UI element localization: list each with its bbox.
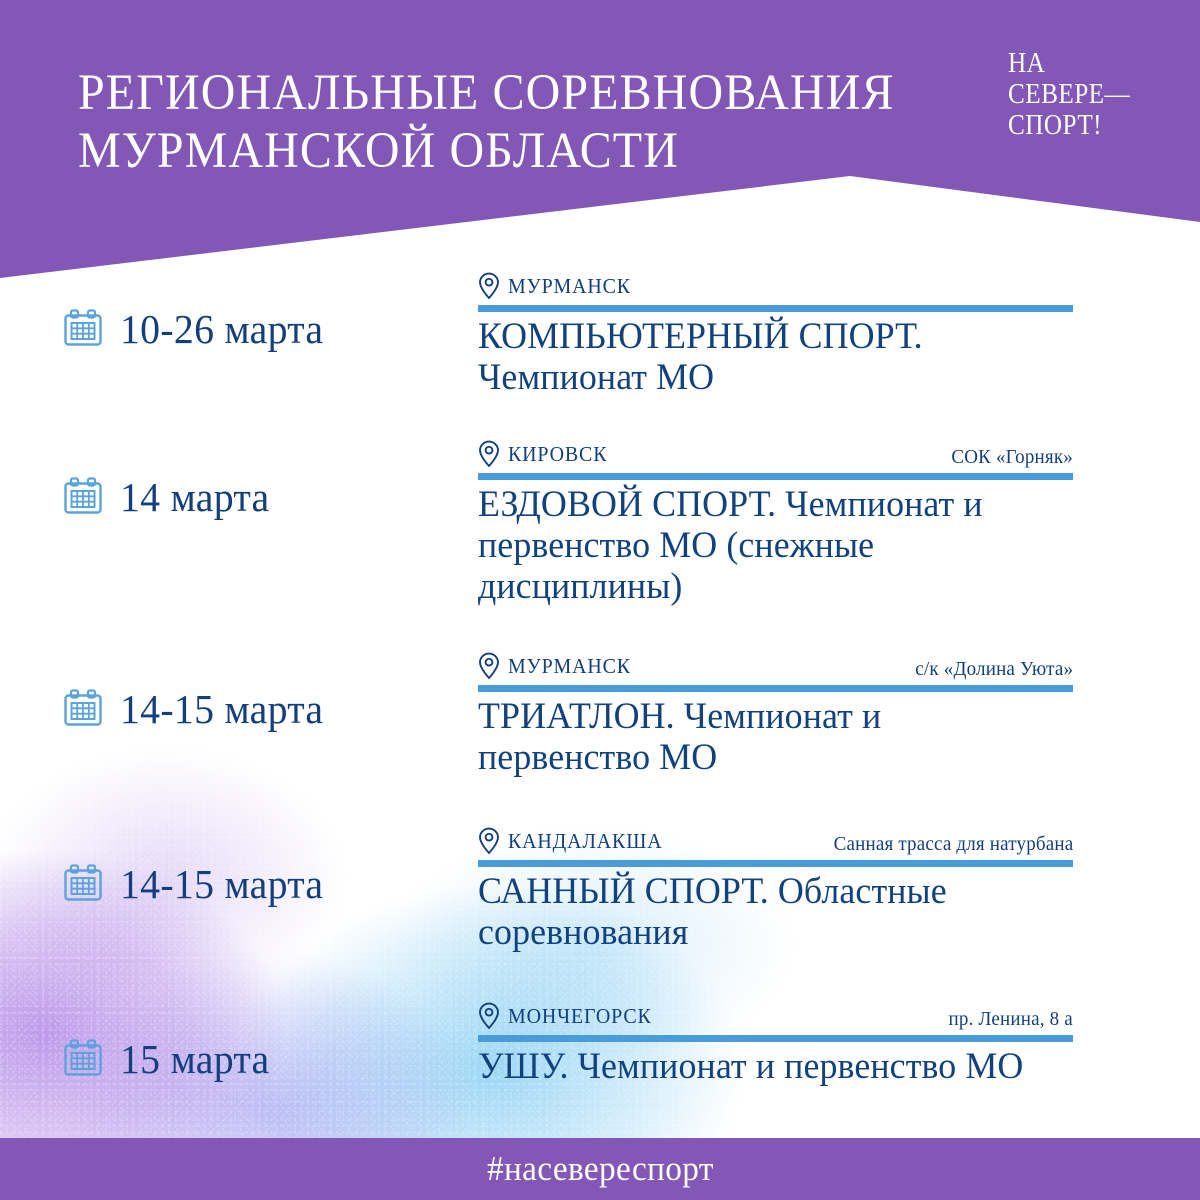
event-detail: Чемпионат и первенство МО (снежные дисци… bbox=[478, 484, 983, 607]
event-sport-name: САННЫЙ СПОРТ. bbox=[478, 871, 769, 912]
event-row[interactable]: 14-15 марта КАНДАЛАКША Санная трасса для… bbox=[0, 827, 1200, 1002]
event-city: КАНДАЛАКША bbox=[508, 829, 663, 853]
event-divider-rule bbox=[478, 1035, 1073, 1042]
calendar-icon bbox=[62, 863, 104, 905]
event-info-cell: МОНЧЕГОРСК пр. Ленина, 8 а УШУ. Чемпиона… bbox=[478, 1002, 1200, 1087]
event-divider-rule bbox=[478, 305, 1073, 312]
location-pin-icon bbox=[478, 272, 500, 300]
event-date-cell: 14 марта bbox=[0, 440, 478, 532]
event-city: КИРОВСК bbox=[508, 442, 608, 466]
footer-hashtag[interactable]: #насевереспорт bbox=[486, 1149, 714, 1188]
event-date: 14-15 марта bbox=[120, 861, 324, 907]
event-row[interactable]: 15 марта МОНЧЕГОРСК пр. Ленина, 8 а bbox=[0, 1002, 1200, 1122]
event-meta-row: МОНЧЕГОРСК пр. Ленина, 8 а bbox=[478, 1002, 1073, 1030]
location-pin-icon bbox=[478, 652, 500, 680]
event-meta-row: КАНДАЛАКША Санная трасса для натурбана bbox=[478, 827, 1073, 855]
event-row[interactable]: 14-15 марта МУРМАНСК с/к «Долина Уюта» bbox=[0, 652, 1200, 827]
event-city: МУРМАНСК bbox=[508, 274, 631, 298]
event-info-cell: МУРМАНСК с/к «Долина Уюта» ТРИАТЛОН. Чем… bbox=[478, 652, 1200, 778]
event-city: МОНЧЕГОРСК bbox=[508, 1004, 652, 1028]
event-city-wrap: КИРОВСК bbox=[478, 440, 613, 468]
event-sport-name: ЕЗДОВОЙ СПОРТ. bbox=[478, 484, 777, 525]
event-row[interactable]: 10-26 марта МУРМАНСК bbox=[0, 272, 1200, 440]
footer-bar: #насевереспорт bbox=[0, 1138, 1200, 1200]
event-date-cell: 14-15 марта bbox=[0, 652, 478, 744]
event-date: 14-15 марта bbox=[120, 686, 324, 732]
event-date-cell: 15 марта bbox=[0, 1002, 478, 1094]
event-row[interactable]: 14 марта КИРОВСК СОК «Горняк» bbox=[0, 440, 1200, 652]
event-sport-name: КОМПЬЮТЕРНЫЙ СПОРТ. bbox=[478, 316, 923, 357]
event-date-cell: 14-15 марта bbox=[0, 827, 478, 919]
event-title: УШУ. Чемпионат и первенство МО bbox=[478, 1046, 1055, 1087]
events-list: 10-26 марта МУРМАНСК bbox=[0, 272, 1200, 1122]
logo-line-1: НА bbox=[1008, 48, 1046, 79]
event-date: 10-26 марта bbox=[120, 306, 324, 352]
event-detail: Чемпионат МО bbox=[478, 357, 715, 398]
location-pin-icon bbox=[478, 1002, 500, 1030]
event-title: ЕЗДОВОЙ СПОРТ. Чемпионат и первенство МО… bbox=[478, 484, 1055, 607]
event-divider-rule bbox=[478, 473, 1073, 480]
event-venue: СОК «Горняк» bbox=[951, 446, 1073, 468]
header-banner bbox=[0, 0, 1200, 290]
event-sport-name: ТРИАТЛОН. bbox=[478, 696, 675, 737]
logo-line-3: СПОРТ! bbox=[1008, 110, 1103, 141]
event-meta-row: КИРОВСК СОК «Горняк» bbox=[478, 440, 1073, 468]
event-info-cell: КИРОВСК СОК «Горняк» ЕЗДОВОЙ СПОРТ. Чемп… bbox=[478, 440, 1200, 607]
event-venue: Санная трасса для натурбана bbox=[833, 833, 1073, 855]
event-info-cell: КАНДАЛАКША Санная трасса для натурбана С… bbox=[478, 827, 1200, 953]
event-city-wrap: КАНДАЛАКША bbox=[478, 827, 671, 855]
event-city: МУРМАНСК bbox=[508, 654, 631, 678]
location-pin-icon bbox=[478, 827, 500, 855]
event-meta-row: МУРМАНСК с/к «Долина Уюта» bbox=[478, 652, 1073, 680]
event-venue: пр. Ленина, 8 а bbox=[948, 1008, 1073, 1030]
calendar-icon bbox=[62, 476, 104, 518]
event-divider-rule bbox=[478, 860, 1073, 867]
logo-line-2: СЕВЕРЕ— bbox=[1008, 79, 1131, 110]
event-title: ТРИАТЛОН. Чемпионат и первенство МО bbox=[478, 696, 1055, 778]
event-sport-name: УШУ. bbox=[478, 1046, 569, 1087]
event-date: 15 марта bbox=[120, 1036, 270, 1082]
location-pin-icon bbox=[478, 440, 500, 468]
calendar-icon bbox=[62, 308, 104, 350]
event-city-wrap: МУРМАНСК bbox=[478, 272, 637, 300]
event-date-cell: 10-26 марта bbox=[0, 272, 478, 364]
event-date: 14 марта bbox=[120, 474, 270, 520]
calendar-icon bbox=[62, 1038, 104, 1080]
event-city-wrap: МОНЧЕГОРСК bbox=[478, 1002, 659, 1030]
event-city-wrap: МУРМАНСК bbox=[478, 652, 637, 680]
brand-logo: НА СЕВЕРЕ— СПОРТ! bbox=[1008, 48, 1130, 141]
event-title: САННЫЙ СПОРТ. Областные соревнования bbox=[478, 871, 1055, 953]
event-venue: с/к «Долина Уюта» bbox=[915, 658, 1073, 680]
event-divider-rule bbox=[478, 685, 1073, 692]
event-info-cell: МУРМАНСК КОМПЬЮТЕРНЫЙ СПОРТ. Чемпионат М… bbox=[478, 272, 1200, 398]
event-meta-row: МУРМАНСК bbox=[478, 272, 1073, 300]
event-title: КОМПЬЮТЕРНЫЙ СПОРТ. Чемпионат МО bbox=[478, 316, 1055, 398]
calendar-icon bbox=[62, 688, 104, 730]
event-detail: Чемпионат и первенство МО bbox=[568, 1046, 1024, 1087]
page-title: РЕГИОНАЛЬНЫЕ СОРЕВНОВАНИЯ МУРМАНСКОЙ ОБЛ… bbox=[78, 65, 895, 179]
